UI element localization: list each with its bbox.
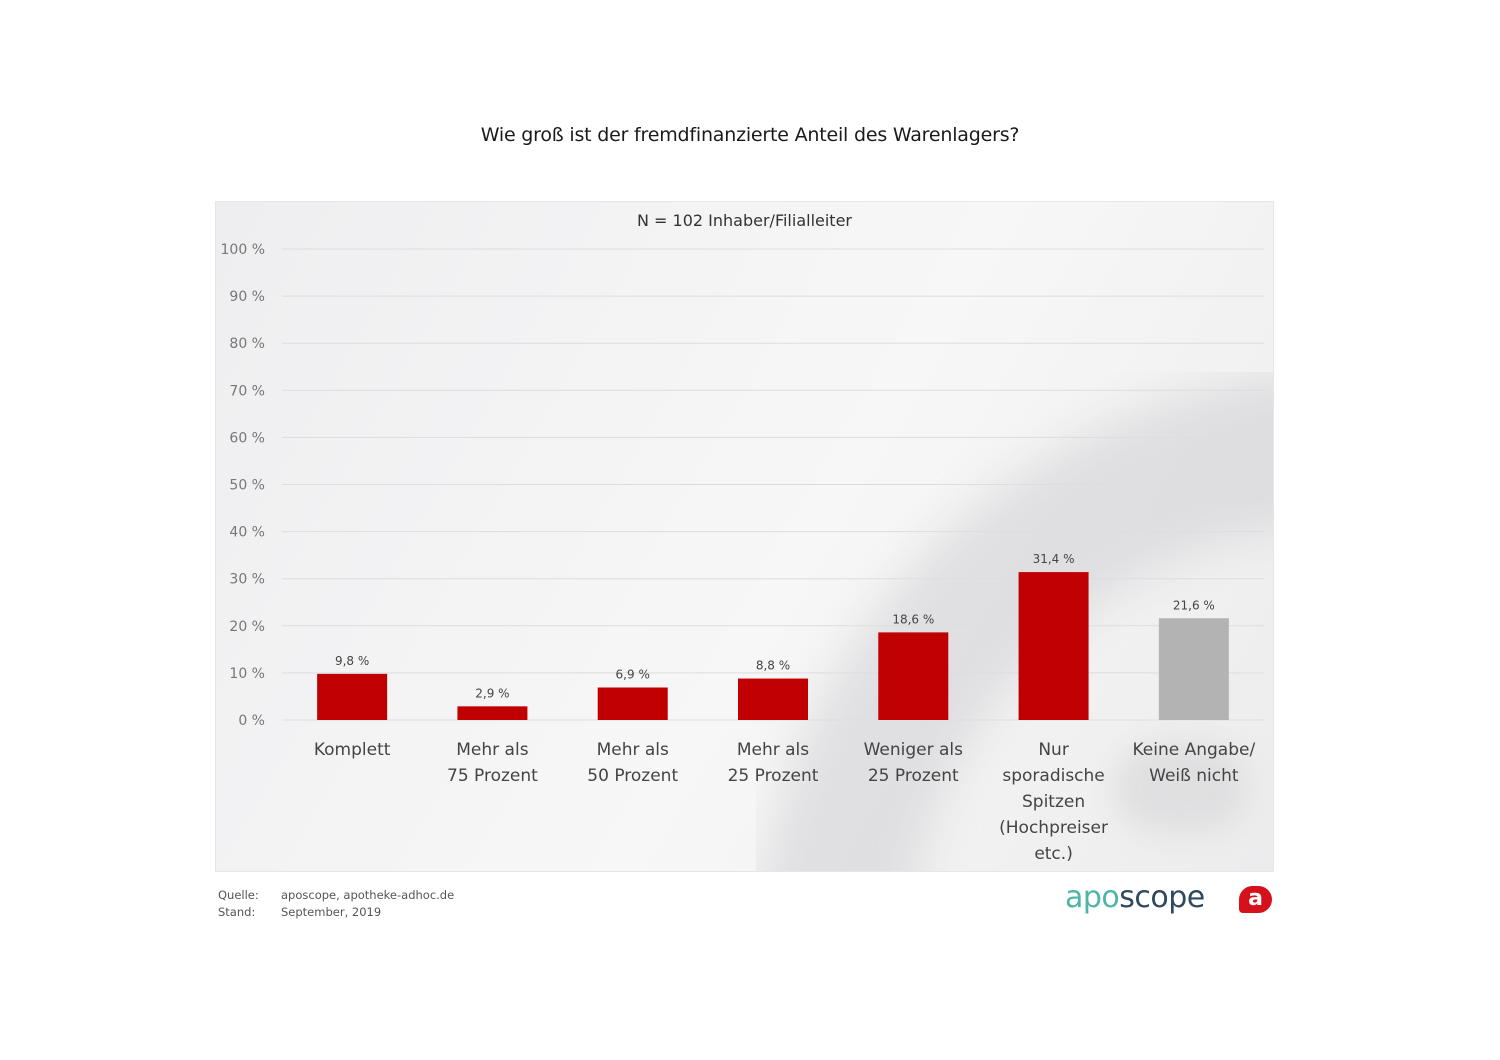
x-category-label: etc.) xyxy=(1034,844,1073,864)
bar xyxy=(317,673,388,720)
chart-subtitle: N = 102 Inhaber/Filialleiter xyxy=(637,211,852,230)
chart-panel xyxy=(215,201,1274,872)
bar xyxy=(878,632,949,720)
aposcope-logo: aposcope xyxy=(1065,880,1205,915)
source-label: Quelle: xyxy=(218,888,259,902)
data-label: 18,6 % xyxy=(892,612,934,626)
data-label: 9,8 % xyxy=(335,654,369,668)
chart-title: Wie groß ist der fremdfinanzierte Anteil… xyxy=(480,124,1020,146)
x-category-label: 25 Prozent xyxy=(868,766,959,786)
y-tick-label: 20 % xyxy=(229,619,265,635)
x-category-label: Keine Angabe/ xyxy=(1132,740,1255,760)
logo-apo: apo xyxy=(1065,880,1120,915)
date-label: Stand: xyxy=(218,905,256,919)
x-category-label: Weniger als xyxy=(864,740,964,760)
x-category-label: Mehr als xyxy=(456,740,528,760)
x-category-label: Komplett xyxy=(314,740,391,760)
bar xyxy=(457,706,528,720)
x-category-label: 75 Prozent xyxy=(447,766,538,786)
x-category-label: sporadische xyxy=(1002,766,1104,786)
y-tick-label: 70 % xyxy=(229,383,265,399)
bar xyxy=(1158,618,1229,720)
y-tick-label: 100 % xyxy=(221,242,265,258)
data-label: 2,9 % xyxy=(475,686,509,700)
logo-scope: scope xyxy=(1119,880,1205,915)
bar xyxy=(597,687,668,720)
x-category-label: Spitzen xyxy=(1022,792,1085,812)
x-category-label: Nur xyxy=(1038,740,1068,760)
x-category-label: 25 Prozent xyxy=(728,766,819,786)
data-label: 21,6 % xyxy=(1173,598,1215,612)
data-label: 31,4 % xyxy=(1033,552,1075,566)
bar xyxy=(738,678,808,720)
data-label: 8,8 % xyxy=(756,659,790,673)
date-line: Stand: September, 2019 xyxy=(218,905,381,919)
y-tick-label: 40 % xyxy=(229,525,265,541)
bar xyxy=(1018,572,1089,720)
background-blob-decoration xyxy=(1116,742,1246,832)
data-label: 6,9 % xyxy=(616,668,650,682)
date-value: September, 2019 xyxy=(281,905,382,919)
y-tick-label: 90 % xyxy=(229,289,265,305)
y-tick-label: 0 % xyxy=(238,713,265,729)
y-tick-label: 60 % xyxy=(229,430,265,446)
x-category-label: 50 Prozent xyxy=(587,766,678,786)
y-tick-label: 80 % xyxy=(229,336,265,352)
y-tick-label: 10 % xyxy=(229,666,265,682)
source-value: aposcope, apotheke-adhoc.de xyxy=(281,888,455,902)
source-line: Quelle: aposcope, apotheke-adhoc.de xyxy=(218,888,454,902)
x-category-label: (Hochpreiser xyxy=(999,818,1108,838)
y-tick-label: 50 % xyxy=(229,478,265,494)
x-category-label: Mehr als xyxy=(597,740,669,760)
y-tick-label: 30 % xyxy=(229,572,265,588)
x-category-label: Weiß nicht xyxy=(1149,766,1239,786)
adhoc-badge-icon: a xyxy=(1239,886,1272,913)
x-category-label: Mehr als xyxy=(737,740,809,760)
